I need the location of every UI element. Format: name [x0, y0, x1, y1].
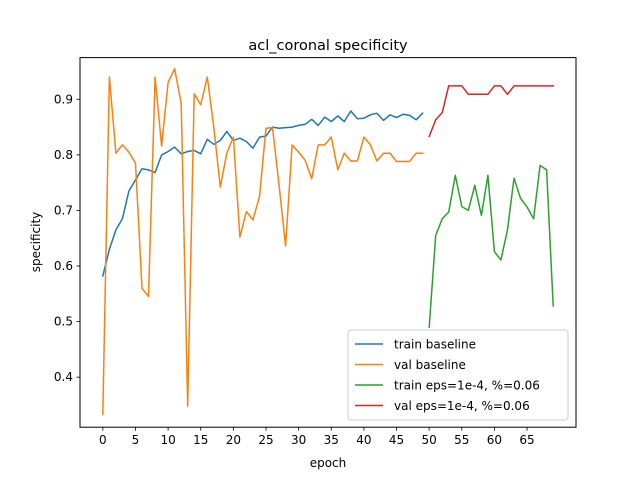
- series-line-0: [101, 110, 424, 277]
- x-tick-label: 25: [258, 433, 273, 447]
- legend-frame: [347, 329, 569, 421]
- y-tick-label: 0.8: [54, 148, 73, 162]
- y-tick-label: 0.5: [54, 315, 73, 329]
- x-tick-label: 15: [193, 433, 208, 447]
- chart-title: acl_coronal specificity: [248, 38, 408, 54]
- x-tick-label: 40: [356, 433, 371, 447]
- series-layer: [101, 67, 554, 416]
- y-tick-label: 0.4: [54, 370, 73, 384]
- y-axis-label: specificity: [29, 212, 43, 272]
- legend-label-2: train eps=1e-4, %=0.06: [394, 379, 540, 393]
- y-axis: 0.4 0.5 0.6 0.7 0.8 0.9: [54, 92, 80, 384]
- x-tick-label: 5: [132, 433, 140, 447]
- y-tick-label: 0.7: [54, 203, 73, 217]
- x-tick-label: 35: [324, 433, 339, 447]
- axes-frame: [79, 57, 577, 428]
- x-tick-label: 30: [291, 433, 306, 447]
- x-tick-label: 45: [389, 433, 404, 447]
- x-tick-label: 55: [454, 433, 469, 447]
- x-tick-label: 0: [99, 433, 107, 447]
- legend-label-0: train baseline: [394, 338, 476, 352]
- x-tick-label: 50: [422, 433, 437, 447]
- x-tick-label: 60: [487, 433, 502, 447]
- legend: train baseline val baseline train eps=1e-4…: [347, 329, 569, 421]
- legend-label-1: val baseline: [394, 358, 466, 372]
- x-axis: 0 5 10 15 20 25 30 35 40 45 50 55 60 65: [99, 427, 535, 447]
- legend-label-3: val eps=1e-4, %=0.06: [394, 399, 530, 413]
- x-tick-label: 10: [160, 433, 175, 447]
- y-tick-label: 0.6: [54, 259, 73, 273]
- x-tick-label: 65: [519, 433, 534, 447]
- series-line-2: [428, 164, 554, 329]
- plot-area: [79, 57, 577, 428]
- x-axis-label: epoch: [310, 456, 347, 470]
- series-line-1: [102, 67, 424, 416]
- x-tick-label: 20: [226, 433, 241, 447]
- series-line-3: [428, 85, 554, 138]
- y-tick-label: 0.9: [54, 92, 73, 106]
